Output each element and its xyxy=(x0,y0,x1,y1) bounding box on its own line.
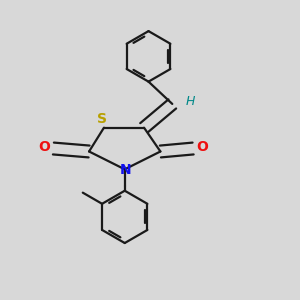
Text: N: N xyxy=(119,163,131,177)
Text: S: S xyxy=(97,112,106,126)
Text: O: O xyxy=(196,140,208,154)
Text: O: O xyxy=(38,140,50,154)
Text: H: H xyxy=(186,95,195,108)
